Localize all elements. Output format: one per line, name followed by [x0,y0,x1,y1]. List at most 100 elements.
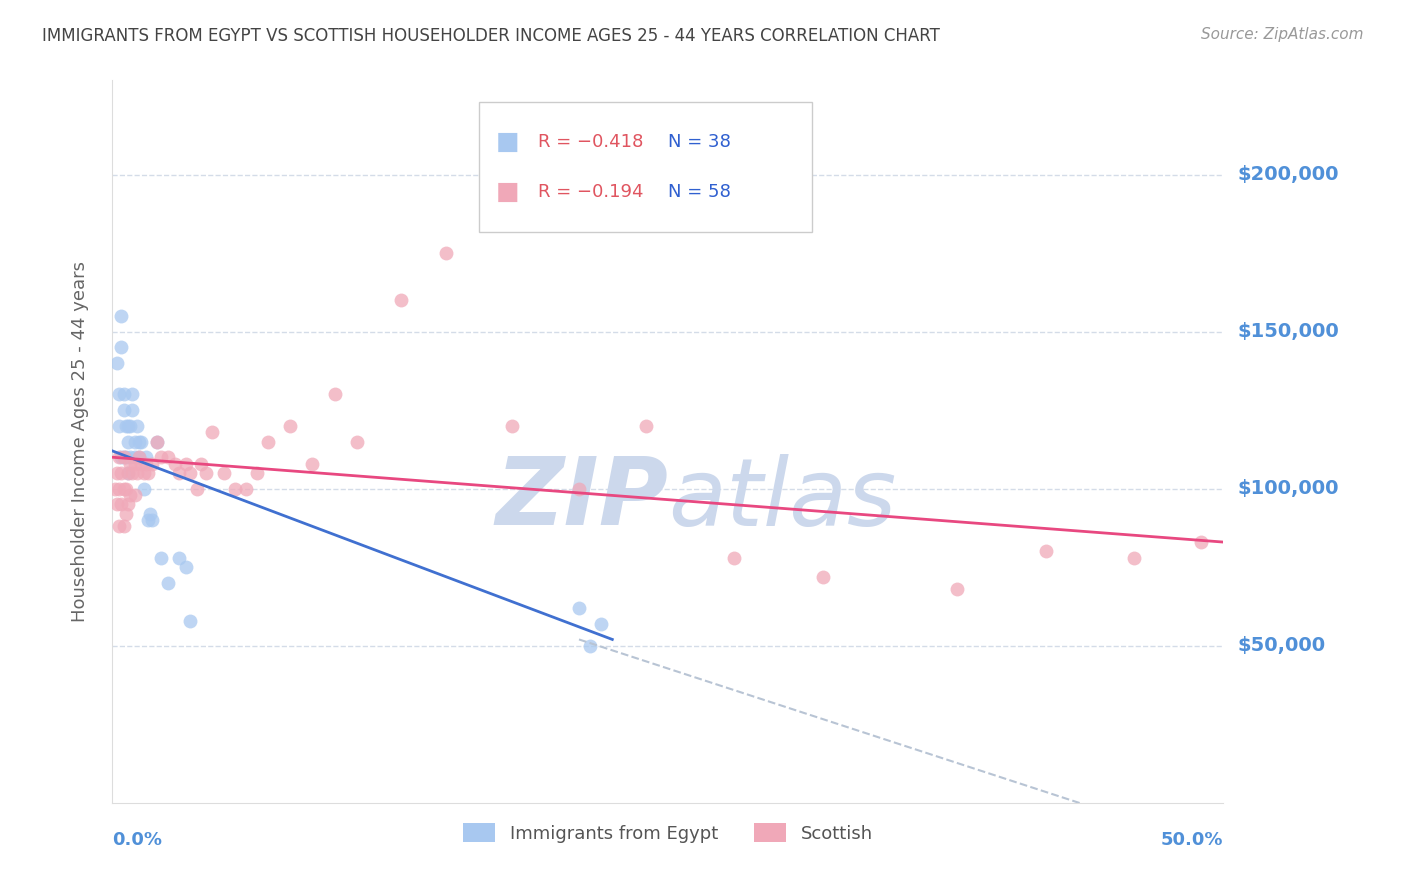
Text: ZIP: ZIP [495,453,668,545]
Point [723,550,745,565]
Point [125,466,148,480]
Point [201,425,224,439]
Point [146,434,169,449]
Point [136,466,159,480]
Point [104,482,127,496]
Point [174,560,197,574]
Point [110,340,132,354]
Point [132,466,155,480]
FancyBboxPatch shape [479,102,813,232]
Point [146,434,169,449]
Point [167,466,190,480]
Point [110,497,132,511]
Point [128,450,150,465]
Point [150,450,173,465]
Point [179,466,201,480]
Point [117,466,139,480]
Point [141,513,163,527]
Point [131,434,153,449]
Point [121,387,143,401]
Point [212,466,235,480]
Point [139,507,162,521]
Point [136,513,159,527]
Text: $200,000: $200,000 [1237,165,1339,184]
Point [186,482,208,496]
Point [945,582,967,597]
Point [120,450,142,465]
Point [174,457,197,471]
Point [112,482,135,496]
Point [112,403,135,417]
Point [813,569,835,583]
Point [131,457,153,471]
Point [120,488,142,502]
Text: $100,000: $100,000 [1237,479,1339,498]
Point [110,466,132,480]
Point [194,466,217,480]
Point [141,457,163,471]
Point [108,482,131,496]
Point [117,434,139,449]
Point [157,450,180,465]
Text: N = 38: N = 38 [668,133,731,151]
Point [112,387,135,401]
Point [132,482,155,496]
Point [124,434,146,449]
Text: N = 58: N = 58 [668,183,731,202]
Point [124,450,146,465]
Point [112,450,135,465]
Point [323,387,346,401]
Point [246,466,269,480]
Y-axis label: Householder Income Ages 25 - 44 years: Householder Income Ages 25 - 44 years [70,261,89,622]
Point [190,457,212,471]
Point [568,601,591,615]
Point [108,387,131,401]
Point [224,482,246,496]
Text: R = −0.194: R = −0.194 [538,183,644,202]
Point [114,482,136,496]
Point [120,457,142,471]
Point [112,519,135,533]
Point [121,403,143,417]
Legend: Immigrants from Egypt, Scottish: Immigrants from Egypt, Scottish [454,814,882,852]
Point [114,418,136,433]
Point [124,488,146,502]
Point [1035,544,1057,558]
Point [434,246,457,260]
Point [235,482,257,496]
Point [346,434,368,449]
Point [117,497,139,511]
Text: ■: ■ [496,129,519,153]
Text: $50,000: $50,000 [1237,636,1326,656]
Point [1123,550,1146,565]
Point [110,450,132,465]
Point [117,418,139,433]
Point [1189,535,1212,549]
Text: 0.0%: 0.0% [112,830,163,848]
Point [110,309,132,323]
Text: 50.0%: 50.0% [1161,830,1223,848]
Text: ■: ■ [496,180,519,204]
Point [135,457,157,471]
Point [389,293,412,308]
Point [135,450,157,465]
Point [150,550,173,565]
Point [257,434,280,449]
Point [278,418,301,433]
Point [120,418,142,433]
Point [105,356,128,370]
Point [114,507,136,521]
Point [114,450,136,465]
Point [163,457,186,471]
Point [179,614,201,628]
Point [108,418,131,433]
Point [105,466,128,480]
Point [579,639,602,653]
Text: R = −0.418: R = −0.418 [538,133,644,151]
Text: Source: ZipAtlas.com: Source: ZipAtlas.com [1201,27,1364,42]
Point [157,575,180,590]
Point [121,466,143,480]
Point [591,616,613,631]
Point [108,519,131,533]
Point [301,457,323,471]
